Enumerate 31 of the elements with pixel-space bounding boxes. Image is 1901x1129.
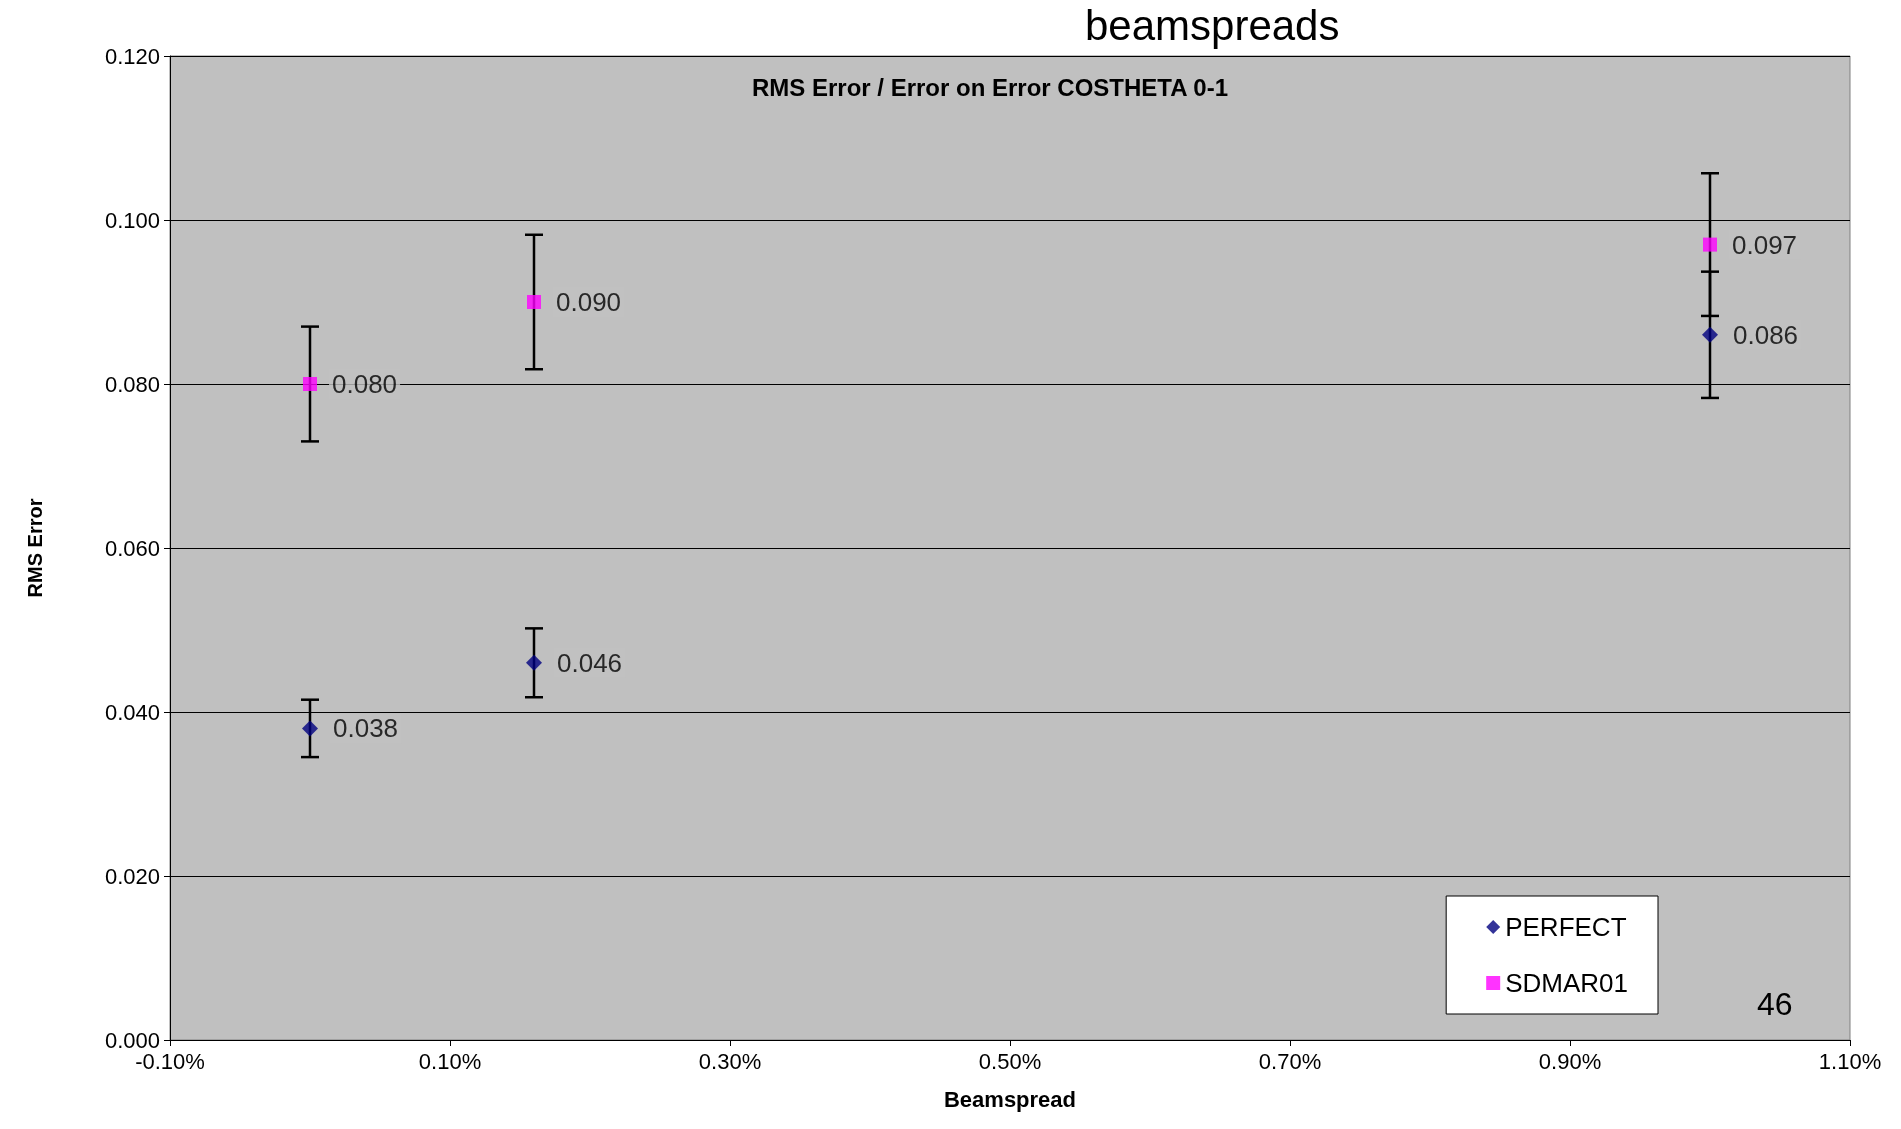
x-axis-title: Beamspread: [943, 1086, 1077, 1112]
annotation: 46: [1757, 986, 1793, 1022]
legend-label: SDMAR01: [1505, 968, 1629, 998]
data-label: 0.086: [1733, 319, 1799, 350]
text: RMS Error / Error on Error COSTHETA 0-1: [751, 73, 1229, 101]
y-tick-label: 0.120: [104, 43, 160, 69]
point: [526, 654, 542, 671]
y-axis-title: RMS Error: [24, 498, 46, 598]
point: [1703, 237, 1717, 252]
data-label: 0.097: [1732, 229, 1798, 260]
x-tick-label: 0.70%: [1258, 1048, 1322, 1074]
y-tick-label: 0.020: [104, 863, 160, 889]
y-tick-label: 0.060: [104, 535, 160, 561]
point: [527, 295, 541, 309]
data-label: 0.046: [557, 647, 623, 678]
data-label: 0.090: [556, 287, 622, 317]
x-tick-label: 0.50%: [978, 1048, 1042, 1074]
data-label: 0.038: [333, 713, 399, 744]
y-tick-label: 0.040: [104, 699, 160, 725]
x-tick-label: 0.10%: [418, 1048, 482, 1074]
point: [1702, 326, 1718, 343]
point: [303, 377, 317, 391]
x-tick-label: 0.90%: [1538, 1048, 1602, 1074]
x-tick-label: 0.30%: [698, 1048, 762, 1074]
x-tick-label: 1.10%: [1818, 1048, 1882, 1074]
point: [302, 720, 318, 737]
y-tick-label: 0.080: [104, 371, 160, 397]
text: beamspreads: [1085, 1, 1340, 49]
data-label: 0.080: [332, 369, 398, 399]
legend-label: PERFECT: [1505, 912, 1627, 942]
y-tick-label: 0.100: [104, 207, 160, 233]
